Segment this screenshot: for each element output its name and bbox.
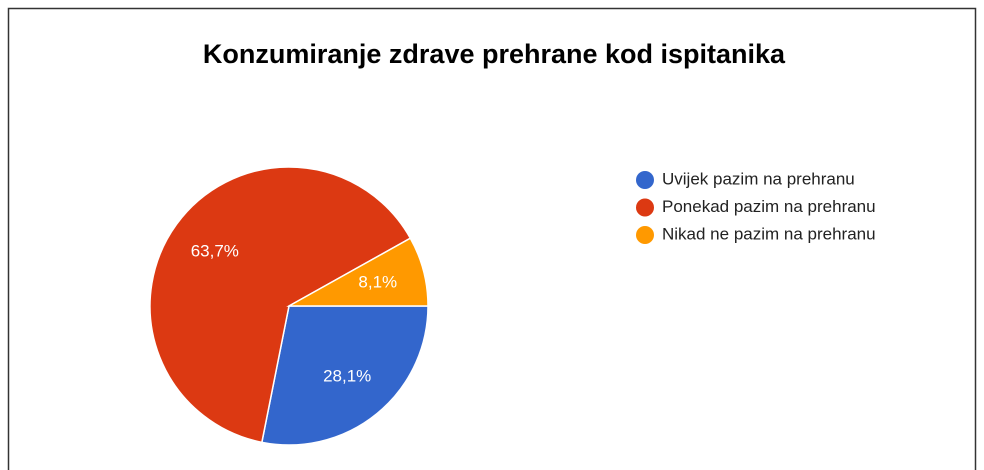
slice-label: 8,1% [358,272,397,291]
legend-swatch [636,171,654,189]
legend-label: Ponekad pazim na prehranu [662,197,876,216]
legend-swatch [636,226,654,244]
legend-label: Uvijek pazim na prehranu [662,169,855,188]
legend-swatch [636,198,654,217]
slice-label: 28,1% [323,366,371,385]
pie-slice [149,166,412,444]
legend-label: Nikad ne pazim na prehranu [662,224,876,243]
pie-slice [286,237,429,307]
slice-label: 63,7% [191,242,239,261]
pie-slice [260,305,429,446]
chart-title: Konzumiranje zdrave prehrane kod ispitan… [203,39,786,69]
frame [7,7,977,470]
